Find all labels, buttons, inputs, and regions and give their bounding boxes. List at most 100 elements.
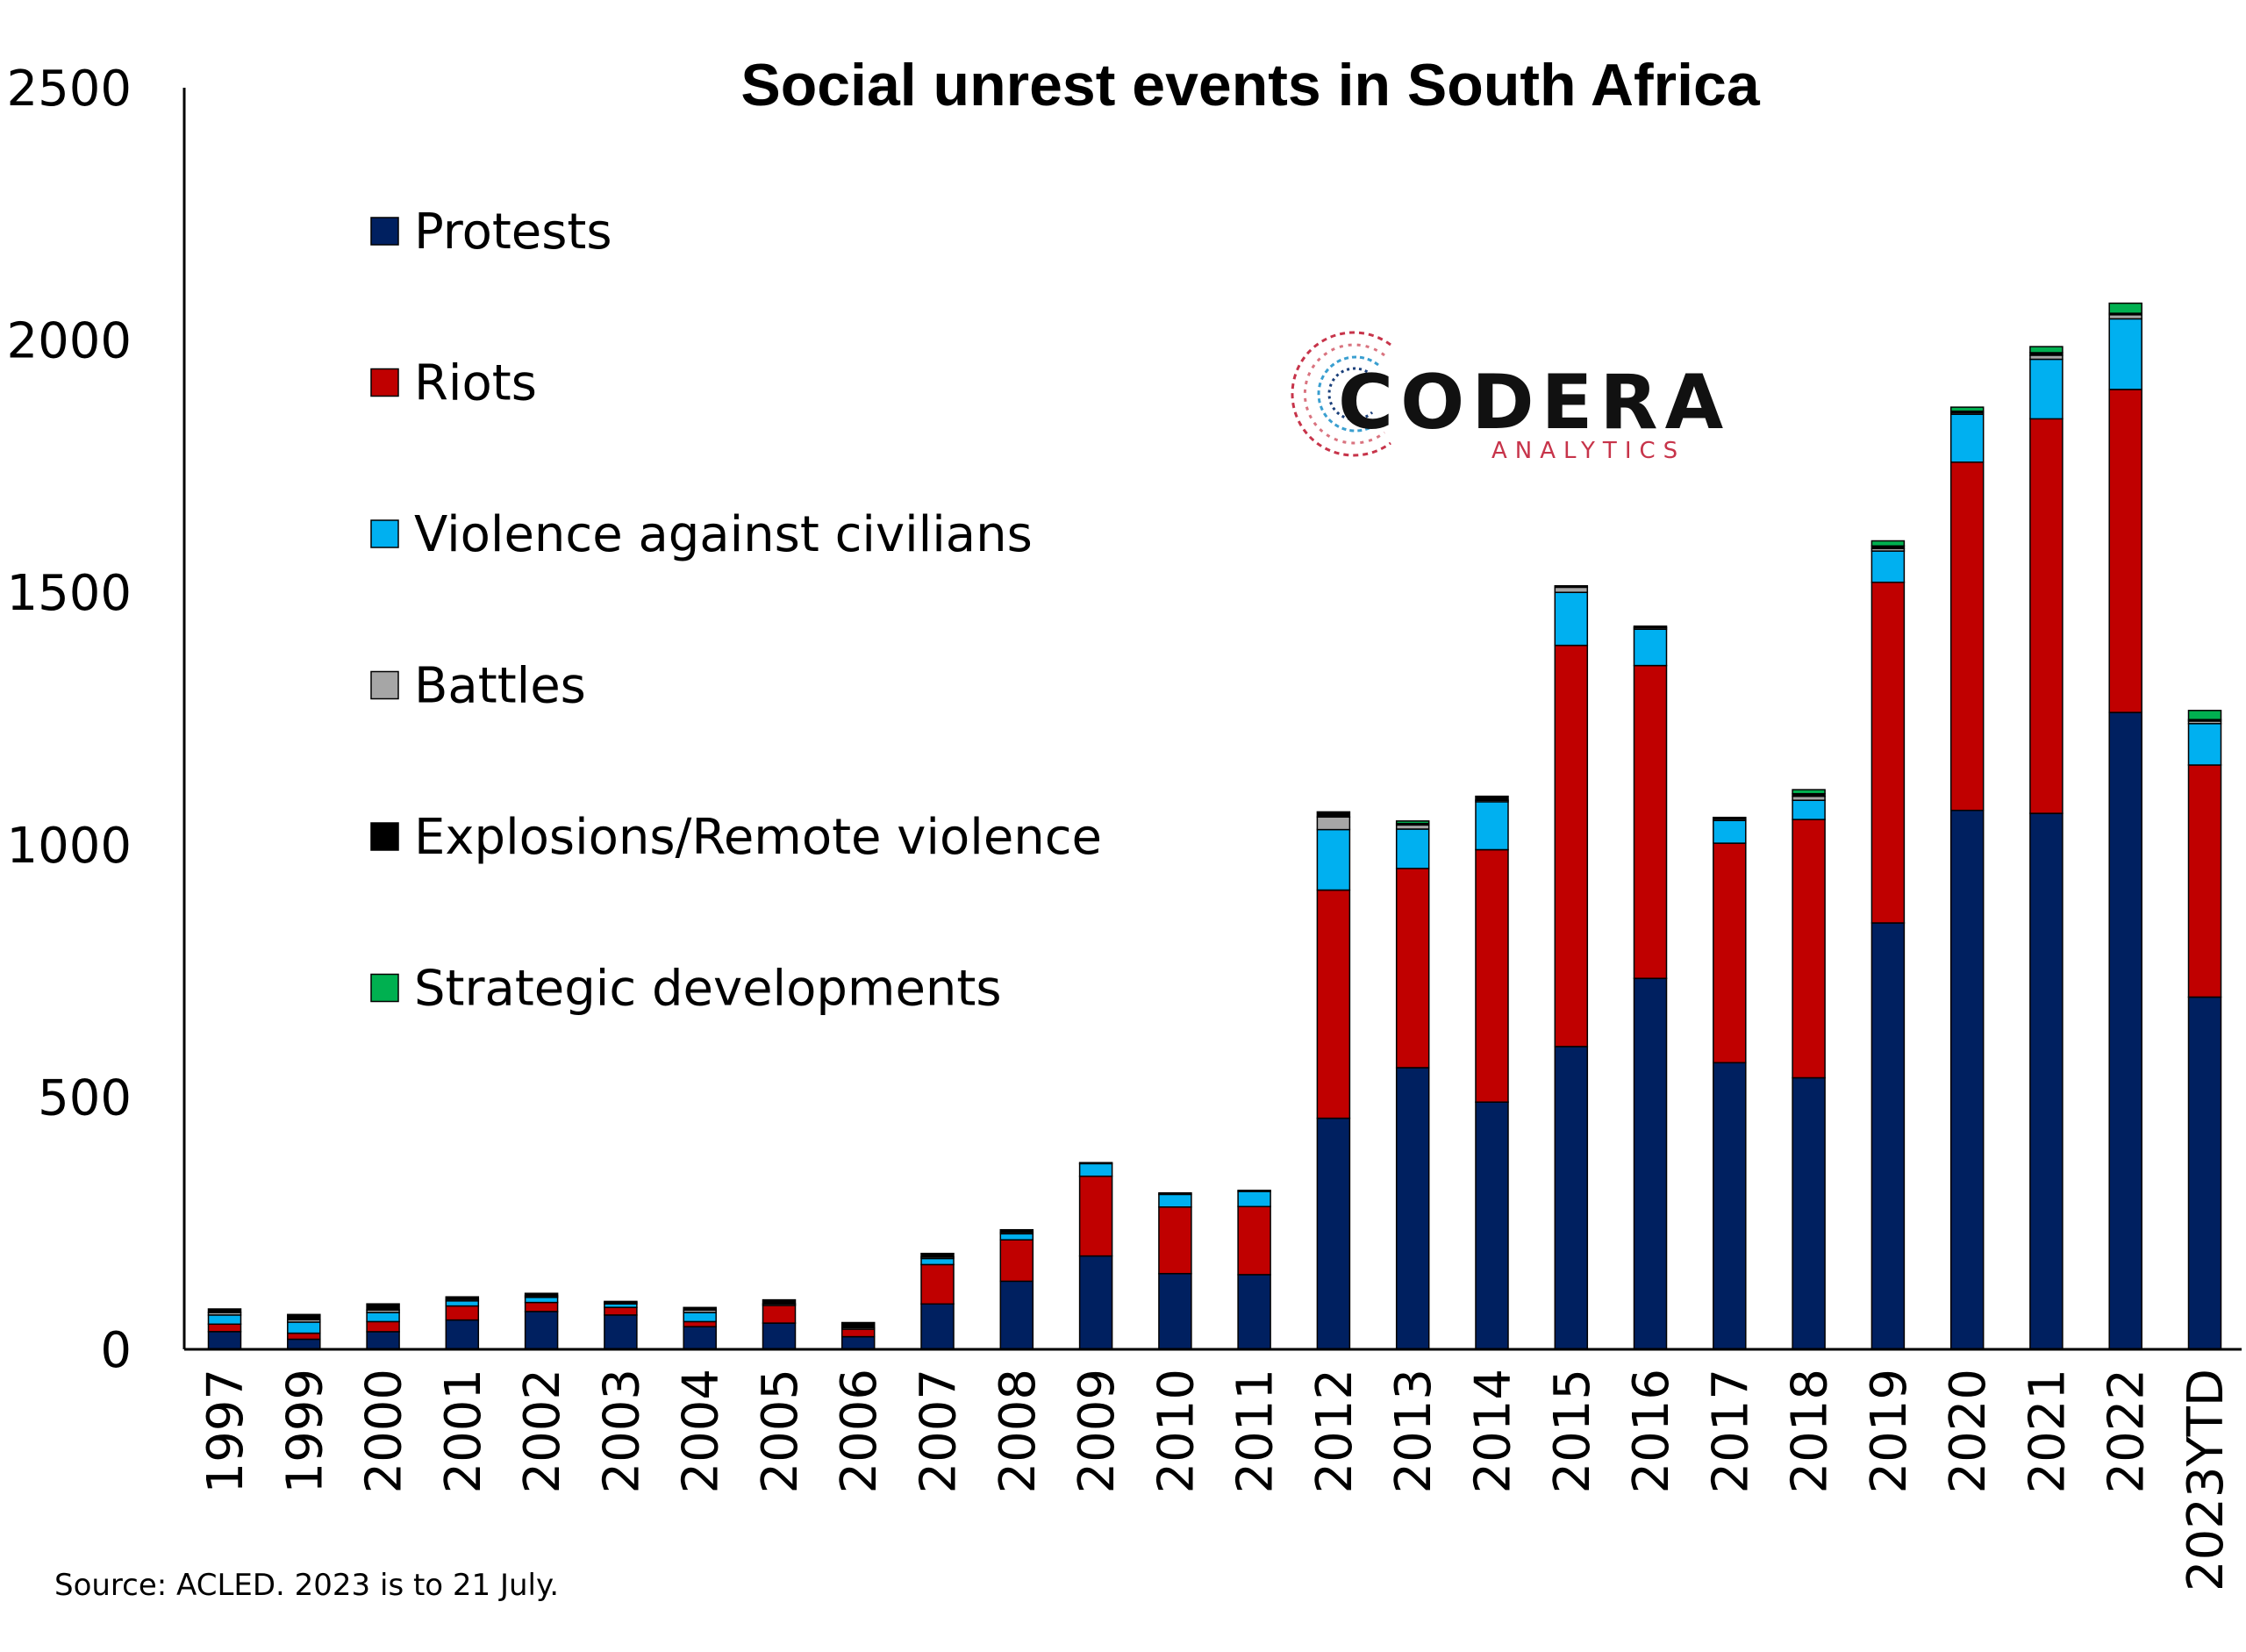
bar-segment bbox=[1475, 801, 1509, 851]
x-tick-label: 2007 bbox=[911, 1369, 968, 1494]
bar-segment bbox=[1554, 644, 1589, 1048]
bar-segment bbox=[920, 1303, 955, 1350]
bar-segment bbox=[999, 1280, 1034, 1350]
bar-segment bbox=[1713, 1062, 1747, 1350]
bar-segment bbox=[2187, 723, 2222, 766]
bar-segment bbox=[2187, 996, 2222, 1350]
x-tick-label: 2021 bbox=[2019, 1369, 2076, 1494]
bar-segment bbox=[524, 1301, 559, 1312]
bar-segment bbox=[445, 1305, 480, 1321]
bar-segment bbox=[920, 1257, 955, 1266]
bar-segment bbox=[524, 1311, 559, 1350]
codera-logo-mark bbox=[1291, 331, 1391, 457]
bar-segment bbox=[1158, 1272, 1192, 1350]
bar-segment bbox=[1395, 828, 1430, 869]
x-tick-label: 2001 bbox=[435, 1369, 492, 1494]
bar-segment bbox=[840, 1328, 876, 1338]
bar-segment bbox=[2187, 710, 2222, 720]
bar-segment bbox=[1475, 848, 1509, 1103]
bar-segment bbox=[1792, 799, 1826, 820]
bar-segment bbox=[1316, 828, 1351, 891]
legend-swatch bbox=[370, 519, 399, 548]
bar-segment bbox=[1316, 816, 1351, 831]
bar-segment bbox=[1395, 820, 1430, 825]
bar-segment bbox=[1554, 1046, 1589, 1350]
bar-segment bbox=[1078, 1255, 1113, 1350]
bar-segment bbox=[287, 1321, 321, 1334]
legend-swatch bbox=[370, 670, 399, 700]
x-tick-label: 2003 bbox=[593, 1369, 650, 1494]
legend-swatch bbox=[370, 822, 399, 851]
bar-segment bbox=[2187, 764, 2222, 998]
bar-segment bbox=[1949, 413, 1985, 463]
bar-segment bbox=[366, 1320, 400, 1333]
legend-label: Battles bbox=[414, 658, 586, 715]
x-tick-label: 2006 bbox=[831, 1369, 888, 1494]
y-tick-label: 500 bbox=[38, 1069, 132, 1126]
x-tick-label: 2023YTD bbox=[2178, 1369, 2235, 1591]
bar-segment bbox=[1792, 819, 1826, 1079]
bar-segment bbox=[1949, 809, 1985, 1350]
bar-segment bbox=[999, 1233, 1034, 1241]
bar-segment bbox=[999, 1239, 1034, 1283]
bar-segment bbox=[1870, 540, 1906, 547]
bar-segment bbox=[2108, 712, 2142, 1350]
bar-segment bbox=[683, 1306, 717, 1311]
bar-segment bbox=[1475, 795, 1509, 801]
bar-segment bbox=[1078, 1162, 1113, 1165]
x-tick-label: 2017 bbox=[1702, 1369, 1759, 1494]
bar-segment bbox=[1316, 811, 1351, 818]
x-tick-label: 2012 bbox=[1306, 1369, 1363, 1494]
bar-segment bbox=[366, 1331, 400, 1350]
x-tick-label: 2013 bbox=[1385, 1369, 1442, 1494]
x-tick-label: 2000 bbox=[356, 1369, 413, 1494]
bar-segment bbox=[1158, 1191, 1192, 1196]
bar-segment bbox=[604, 1306, 638, 1316]
bar-segment bbox=[445, 1296, 480, 1300]
x-tick-label: 2014 bbox=[1465, 1369, 1522, 1494]
bar-segment bbox=[287, 1338, 321, 1350]
bar-segment bbox=[207, 1331, 242, 1350]
bar-segment bbox=[1395, 868, 1430, 1069]
bar-segment bbox=[762, 1305, 797, 1324]
bar-segment bbox=[1633, 977, 1668, 1350]
x-tick-label: 2009 bbox=[1069, 1369, 1126, 1494]
bar-segment bbox=[1713, 816, 1747, 820]
bar-segment bbox=[1237, 1191, 1271, 1208]
bar-segment bbox=[1554, 586, 1589, 593]
bar-segment bbox=[920, 1252, 955, 1258]
bar-segment bbox=[1713, 819, 1747, 844]
bar-segment bbox=[999, 1228, 1034, 1234]
bar-segment bbox=[2029, 812, 2064, 1350]
bar-segment bbox=[2029, 346, 2064, 354]
bar-segment bbox=[1870, 581, 1906, 924]
bar-segment bbox=[762, 1298, 797, 1305]
legend-label: Violence against civilians bbox=[414, 506, 1033, 563]
bar-segment bbox=[207, 1314, 242, 1326]
x-tick-label: 2016 bbox=[1623, 1369, 1680, 1494]
logo-name: CODERA bbox=[1338, 359, 1730, 447]
bar-segment bbox=[1475, 1101, 1509, 1350]
x-axis-labels: 1997 1999 2000 2001 2002 2003 2004 2005 2006 2007… bbox=[197, 1369, 2235, 1591]
x-tick-label: 2019 bbox=[1861, 1369, 1918, 1494]
bar-segment bbox=[1237, 1274, 1271, 1350]
bar-segment bbox=[2108, 389, 2142, 713]
bar-segment bbox=[287, 1313, 321, 1320]
x-tick-label: 2020 bbox=[1940, 1369, 1997, 1494]
bar-segment bbox=[1792, 789, 1826, 795]
bar-segment bbox=[2029, 358, 2064, 420]
bar-segment bbox=[1949, 461, 1985, 812]
bar-segment bbox=[840, 1335, 876, 1350]
bar-segment bbox=[366, 1312, 400, 1323]
x-tick-label: 2002 bbox=[514, 1369, 571, 1494]
x-tick-label: 2004 bbox=[673, 1369, 730, 1494]
y-tick-label: 1000 bbox=[6, 818, 132, 875]
bar-segment bbox=[2029, 418, 2064, 814]
bar-segment bbox=[207, 1308, 242, 1313]
codera-logo: CODERA ANALYTICS bbox=[1291, 331, 1730, 464]
source-note: Source: ACLED. 2023 is to 21 July. bbox=[54, 1568, 559, 1603]
bar-segment bbox=[683, 1320, 717, 1327]
bar-segment bbox=[1870, 550, 1906, 583]
bar-segment bbox=[1792, 1076, 1826, 1350]
